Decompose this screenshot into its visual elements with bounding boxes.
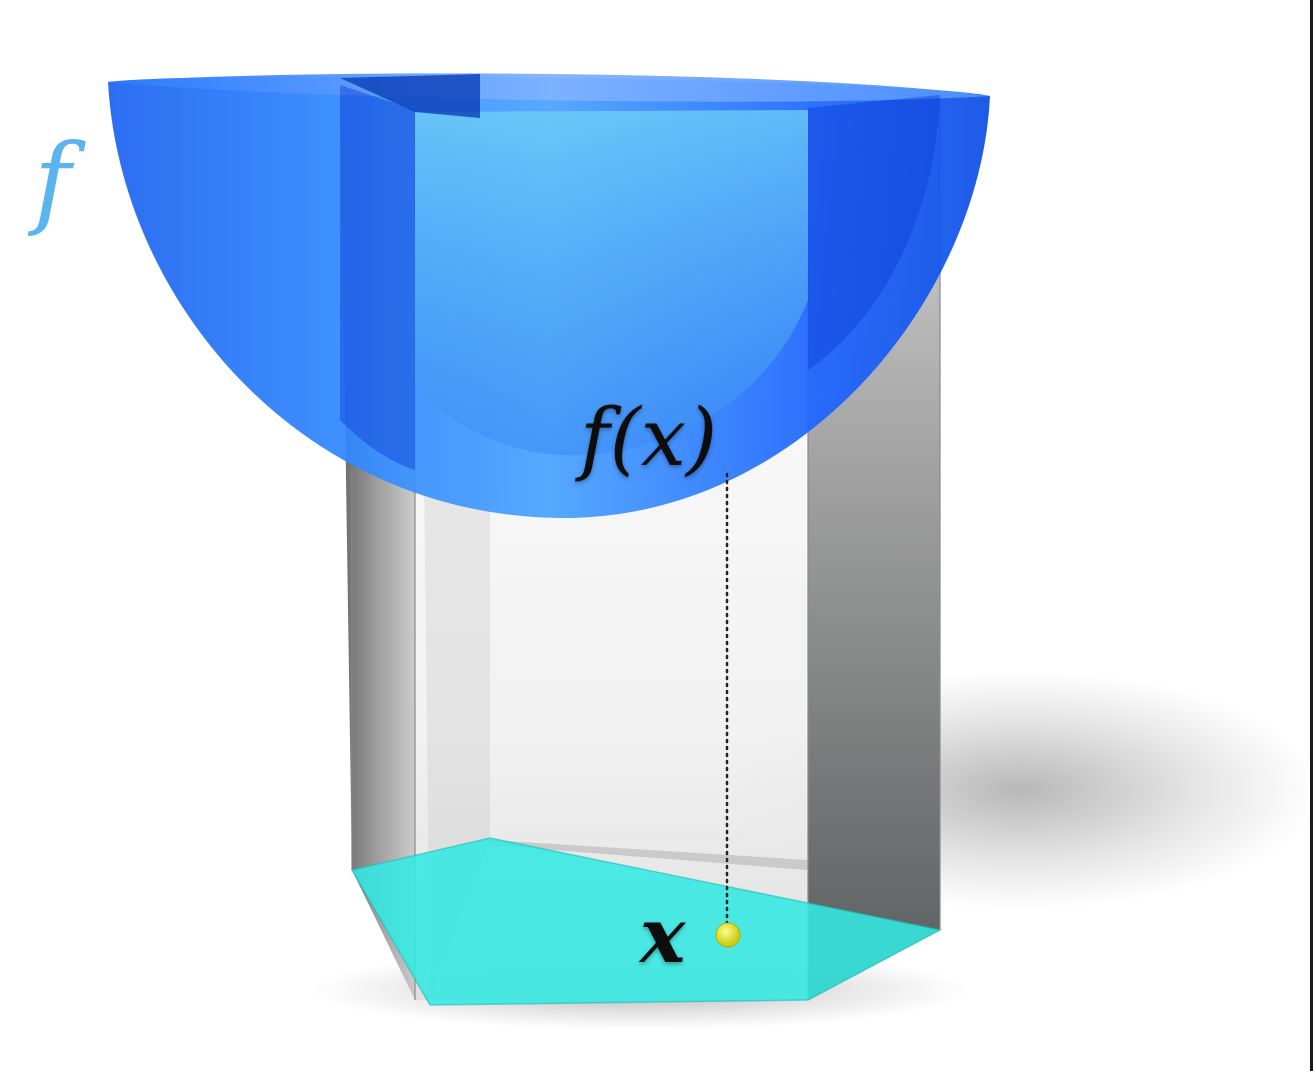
function-label: f [27, 122, 86, 239]
right-border [1310, 0, 1313, 1071]
prism-base-highlight [350, 837, 943, 1006]
prism-inner-floor-edge [490, 840, 808, 870]
surface-inner [415, 110, 808, 456]
surface-rim [108, 73, 990, 102]
point-x-marker [715, 922, 741, 948]
surface-rim-notch [340, 74, 480, 118]
surface-right-shadow [808, 95, 940, 370]
surface-left-shadow [340, 85, 415, 470]
prism-base [352, 838, 940, 1005]
value-label: f(x) [575, 391, 717, 484]
point-label: x [638, 891, 687, 980]
